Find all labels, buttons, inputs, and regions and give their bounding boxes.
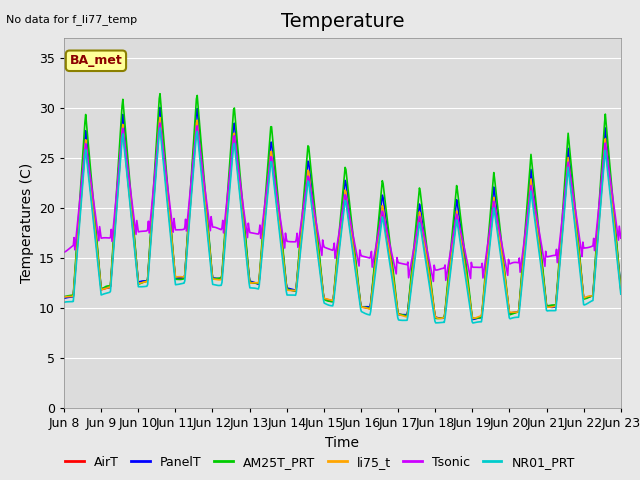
NR01_PRT: [617, 291, 625, 297]
NR01_PRT: [411, 257, 419, 263]
Line: AirT: AirT: [64, 122, 621, 319]
X-axis label: Time: Time: [325, 435, 360, 450]
PanelT: [428, 284, 435, 290]
NR01_PRT: [428, 294, 435, 300]
li75_t: [214, 277, 222, 283]
AM25T_PRT: [411, 235, 419, 240]
PanelT: [469, 317, 477, 323]
Tsonic: [156, 120, 164, 126]
AM25T_PRT: [617, 286, 625, 292]
Tsonic: [127, 195, 135, 201]
NR01_PRT: [127, 214, 135, 220]
AM25T_PRT: [156, 91, 164, 96]
AM25T_PRT: [434, 316, 442, 322]
AirT: [156, 120, 164, 125]
li75_t: [127, 209, 135, 215]
Tsonic: [70, 235, 78, 240]
PanelT: [185, 216, 193, 222]
Y-axis label: Temperatures (C): Temperatures (C): [20, 163, 33, 283]
li75_t: [436, 315, 444, 321]
li75_t: [70, 284, 78, 289]
AM25T_PRT: [70, 281, 78, 287]
Tsonic: [429, 278, 437, 284]
Title: Temperature: Temperature: [281, 12, 404, 31]
li75_t: [617, 288, 625, 293]
Line: Tsonic: Tsonic: [64, 123, 621, 281]
NR01_PRT: [60, 300, 68, 305]
AM25T_PRT: [185, 213, 193, 219]
NR01_PRT: [70, 289, 78, 295]
li75_t: [60, 294, 68, 300]
PanelT: [70, 283, 78, 289]
AirT: [428, 288, 435, 293]
NR01_PRT: [156, 125, 164, 131]
Text: No data for f_li77_temp: No data for f_li77_temp: [6, 14, 138, 25]
PanelT: [60, 295, 68, 301]
PanelT: [617, 285, 625, 291]
Tsonic: [60, 249, 68, 255]
AirT: [469, 316, 477, 322]
Text: BA_met: BA_met: [70, 54, 122, 67]
li75_t: [156, 115, 164, 120]
Tsonic: [428, 267, 435, 273]
li75_t: [428, 285, 435, 291]
AirT: [60, 294, 68, 300]
Legend: AirT, PanelT, AM25T_PRT, li75_t, Tsonic, NR01_PRT: AirT, PanelT, AM25T_PRT, li75_t, Tsonic,…: [60, 451, 580, 474]
AirT: [214, 276, 222, 282]
li75_t: [185, 221, 193, 227]
AirT: [617, 287, 625, 292]
NR01_PRT: [469, 320, 477, 326]
Tsonic: [411, 240, 419, 246]
AM25T_PRT: [214, 276, 222, 281]
Tsonic: [214, 226, 222, 231]
li75_t: [411, 250, 419, 255]
PanelT: [214, 276, 222, 281]
NR01_PRT: [185, 228, 193, 233]
AirT: [127, 211, 135, 216]
NR01_PRT: [214, 283, 222, 288]
Tsonic: [185, 204, 193, 210]
Line: AM25T_PRT: AM25T_PRT: [64, 94, 621, 319]
AirT: [185, 223, 193, 229]
Tsonic: [617, 235, 625, 241]
AM25T_PRT: [60, 294, 68, 300]
Line: NR01_PRT: NR01_PRT: [64, 128, 621, 323]
Line: li75_t: li75_t: [64, 118, 621, 318]
PanelT: [156, 105, 164, 110]
Line: PanelT: PanelT: [64, 108, 621, 320]
AirT: [70, 284, 78, 290]
AirT: [411, 253, 419, 259]
AM25T_PRT: [428, 280, 435, 286]
PanelT: [127, 204, 135, 210]
PanelT: [411, 244, 419, 250]
AM25T_PRT: [127, 197, 135, 203]
